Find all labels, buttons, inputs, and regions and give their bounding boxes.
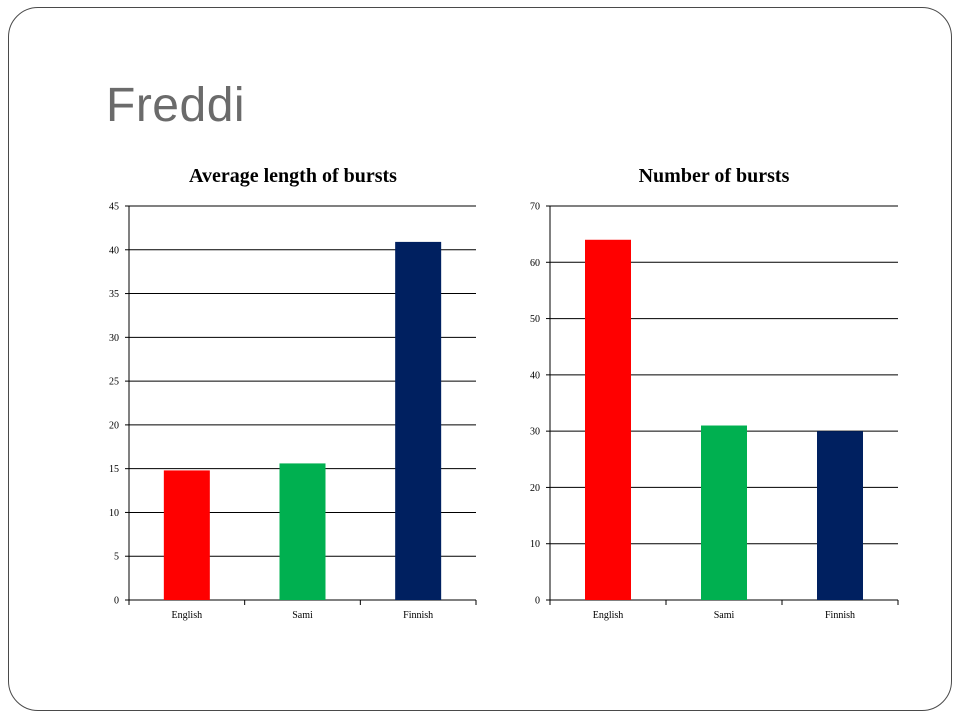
y-tick-label: 40 (530, 370, 540, 381)
slide-title: Freddi (106, 79, 246, 132)
x-category-label: Sami (292, 610, 313, 621)
y-tick-label: 30 (530, 427, 540, 438)
bar-sami (279, 463, 326, 600)
bar-english (163, 470, 210, 600)
bar-english (585, 239, 631, 600)
y-tick-label: 15 (109, 464, 119, 475)
chart-title: Average length of bursts (189, 165, 397, 187)
chart-title: Number of bursts (639, 165, 790, 187)
y-tick-label: 20 (530, 483, 540, 494)
x-category-label: English (593, 610, 624, 621)
y-tick-label: 0 (114, 596, 119, 607)
bar-finnish (817, 431, 863, 600)
y-tick-label: 45 (109, 202, 119, 213)
y-tick-label: 30 (109, 333, 119, 344)
bar-finnish (395, 241, 442, 601)
y-tick-label: 10 (530, 539, 540, 550)
x-category-label: Finnish (825, 610, 855, 621)
bar-sami (701, 425, 747, 600)
y-tick-label: 5 (114, 552, 119, 563)
y-tick-label: 70 (530, 202, 540, 213)
y-tick-label: 35 (109, 289, 119, 300)
x-category-label: Finnish (403, 610, 433, 621)
y-tick-label: 20 (109, 420, 119, 431)
x-category-label: English (172, 610, 203, 621)
y-tick-label: 25 (109, 377, 119, 388)
y-tick-label: 0 (535, 596, 540, 607)
x-category-label: Sami (714, 610, 735, 621)
y-tick-label: 60 (530, 258, 540, 269)
y-tick-label: 10 (109, 508, 119, 519)
y-tick-label: 50 (530, 314, 540, 325)
y-tick-label: 40 (109, 245, 119, 256)
